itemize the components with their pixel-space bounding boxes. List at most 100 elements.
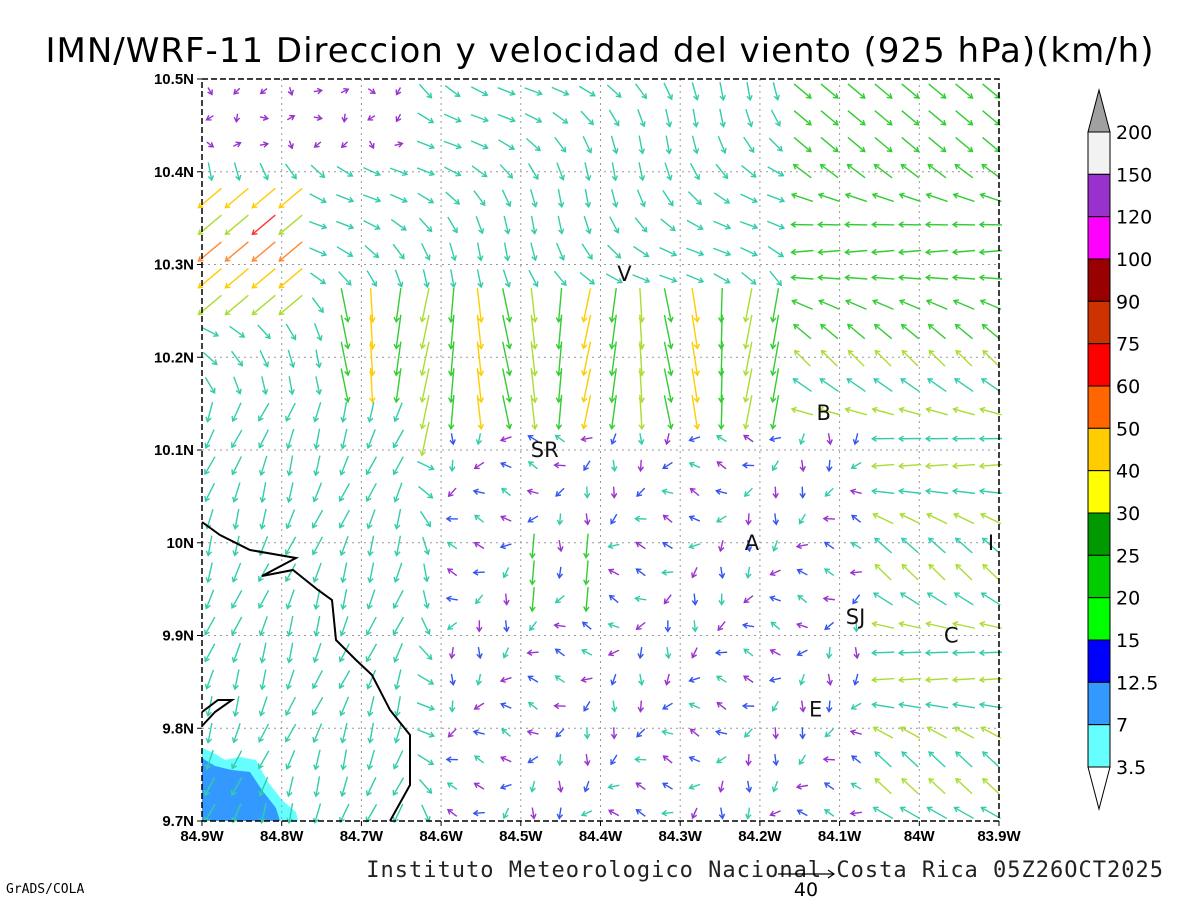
wind-vector: [585, 560, 589, 585]
wind-vector-head: [284, 549, 291, 556]
wind-vector: [665, 108, 671, 127]
wind-vector: [899, 622, 922, 629]
wind-vector: [770, 649, 781, 656]
wind-vector-head: [927, 323, 934, 330]
wind-vector: [874, 324, 893, 340]
wind-vector: [928, 751, 946, 768]
wind-vector-head: [953, 726, 960, 733]
wind-vector-head: [527, 675, 534, 682]
wind-vector-head: [742, 370, 750, 377]
wind-vector: [341, 141, 349, 148]
wind-vector-head: [775, 120, 781, 127]
wind-vector: [450, 647, 454, 659]
wind-vector: [691, 135, 698, 154]
wind-vector-head: [900, 537, 908, 544]
wind-vector: [393, 429, 404, 448]
wind-vector-head: [284, 736, 291, 743]
wind-vector-head: [607, 568, 615, 575]
wind-vector: [926, 622, 949, 629]
wind-vector: [823, 758, 835, 761]
wind-vector-head: [475, 598, 481, 605]
wind-vector-head: [715, 434, 723, 441]
wind-vector-head: [980, 726, 987, 733]
wind-vector-head: [742, 316, 750, 323]
wind-vector-head: [978, 621, 986, 628]
wind-vector: [713, 273, 730, 284]
wind-vector: [953, 513, 975, 525]
wind-vector: [874, 537, 892, 554]
wind-vector: [477, 647, 481, 659]
colorbar-segment: [1087, 300, 1111, 345]
wind-vector: [797, 569, 808, 576]
wind-vector: [341, 428, 348, 449]
wind-vector: [417, 112, 434, 124]
wind-vector: [315, 589, 321, 610]
wind-vector-head: [581, 648, 588, 655]
wind-vector: [369, 722, 375, 743]
wind-vector-head: [796, 568, 803, 575]
wind-vector: [284, 163, 297, 179]
wind-vector-head: [924, 649, 931, 657]
wind-vector: [416, 167, 435, 176]
wind-vector-head: [258, 736, 264, 743]
wind-vector-head: [900, 323, 907, 330]
wind-vector: [261, 376, 267, 395]
wind-vector-head: [664, 439, 671, 446]
wind-vector: [204, 616, 216, 635]
wind-vector-head: [423, 549, 431, 556]
wind-vector: [278, 294, 303, 316]
wind-vector-head: [341, 116, 348, 124]
wind-vector-head: [952, 406, 959, 414]
wind-vector: [659, 246, 677, 256]
wind-vector: [954, 164, 974, 179]
wind-vector-head: [232, 523, 240, 530]
wind-vector-head: [913, 93, 920, 99]
wind-vector-head: [312, 657, 319, 664]
city-label: V: [617, 262, 632, 286]
wind-vector: [636, 568, 646, 577]
wind-vector: [770, 569, 781, 576]
wind-vector: [926, 408, 948, 416]
wind-vector-head: [472, 809, 479, 817]
wind-vector-head: [398, 253, 405, 260]
wind-vector: [854, 433, 859, 445]
wind-vector-head: [531, 423, 538, 431]
wind-vector: [531, 587, 535, 612]
wind-vector-head: [897, 221, 904, 228]
wind-vector-head: [663, 598, 670, 605]
wind-vector: [928, 778, 946, 795]
wind-vector: [392, 243, 405, 260]
wind-vector-head: [423, 282, 430, 289]
wind-vector-head: [529, 625, 535, 632]
wind-vector-head: [553, 702, 560, 710]
wind-vector: [559, 753, 562, 766]
wind-vector-head: [231, 496, 239, 503]
wind-vector: [528, 435, 539, 443]
wind-vector: [819, 299, 840, 310]
wind-vector-head: [448, 653, 456, 660]
wind-vector-head: [366, 603, 373, 610]
wind-vector: [527, 490, 539, 495]
wind-vector: [639, 368, 643, 403]
wind-vector-head: [846, 163, 853, 170]
wind-vector: [953, 193, 975, 203]
wind-vector: [955, 751, 973, 768]
wind-vector: [793, 110, 812, 126]
wind-vector: [820, 83, 839, 99]
wind-vector: [713, 192, 730, 204]
wind-vector: [793, 378, 812, 392]
wind-vector: [899, 276, 922, 280]
wind-vector: [660, 218, 676, 231]
wind-vector-head: [509, 89, 516, 96]
x-tick-label: 84.4W: [579, 828, 623, 845]
wind-vector-head: [967, 146, 974, 153]
wind-vector-head: [419, 450, 426, 457]
wind-vector-head: [530, 228, 538, 235]
wind-vector: [767, 166, 784, 177]
axes: 84.9W 84.8W 84.7W 84.6W 84.5W 84.4W 84.3W 84.2W…: [154, 71, 1022, 845]
wind-vector-head: [825, 653, 833, 660]
wind-vector: [368, 535, 375, 556]
wind-vector: [580, 110, 594, 125]
wind-vector: [746, 807, 751, 819]
wind-vector: [581, 677, 593, 682]
